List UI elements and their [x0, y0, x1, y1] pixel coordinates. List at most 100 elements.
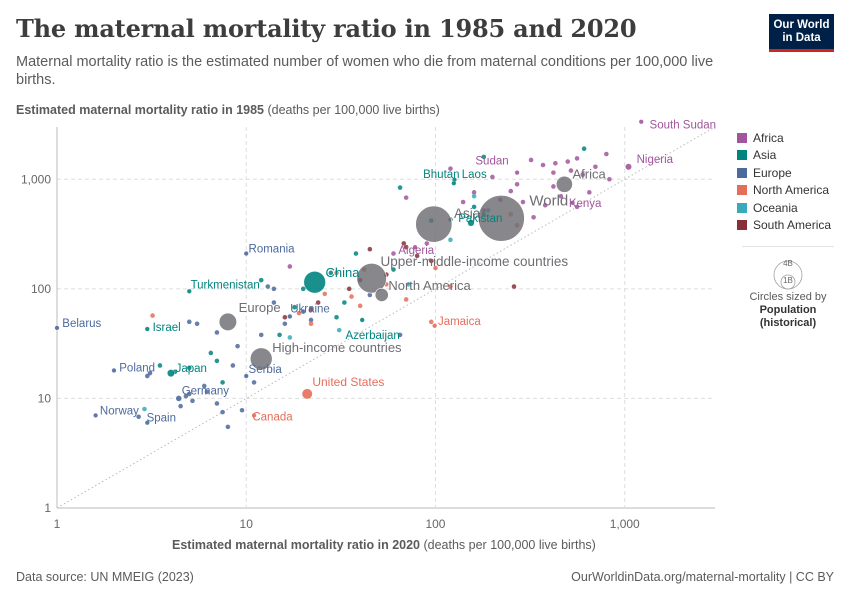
tick-labels: 1 10 100 1,000 1 10 100 1,000 — [21, 172, 640, 531]
data-point — [471, 190, 477, 195]
data-point — [258, 277, 264, 283]
label-israel: Israel — [153, 322, 181, 334]
data-point — [357, 303, 363, 309]
data-point-poland — [111, 368, 117, 373]
data-point — [424, 241, 430, 246]
data-point-africa — [555, 175, 573, 193]
owid-logo[interactable]: Our World in Data — [769, 14, 834, 52]
legend-label: Europe — [753, 165, 792, 180]
data-point-south-sudan — [638, 119, 644, 125]
data-point — [178, 403, 183, 409]
data-point — [282, 315, 288, 320]
data-point — [460, 199, 466, 205]
reference-line — [56, 126, 716, 509]
legend-swatch — [737, 132, 747, 143]
label-germany: Germany — [182, 385, 230, 397]
data-point — [448, 237, 453, 243]
chart-subtitle: Maternal mortality ratio is the estimate… — [16, 54, 714, 88]
data-point — [282, 321, 288, 327]
label-bhutan: Bhutan — [423, 169, 459, 181]
label-south-sudan: South Sudan — [650, 120, 717, 132]
x-tick-label: 10 — [240, 517, 254, 531]
data-point-high-income-countries — [249, 347, 273, 371]
data-point — [414, 253, 420, 259]
data-point-asia — [415, 205, 453, 243]
legend-label: Asia — [753, 148, 777, 163]
data-point — [287, 264, 293, 269]
legend-swatch — [737, 220, 747, 231]
label-norway: Norway — [100, 405, 139, 417]
data-point — [300, 309, 306, 314]
data-point — [328, 270, 334, 276]
x-axis-label-units: (deaths per 100,000 live births) — [420, 538, 596, 552]
legend-item-africa[interactable]: Africa — [737, 129, 837, 147]
data-point — [225, 424, 231, 430]
data-point — [214, 330, 220, 335]
label-azerbaijan: Azerbaijan — [345, 330, 399, 342]
data-point — [542, 202, 548, 208]
data-source: Data source: UN MMEIG (2023) — [16, 570, 194, 584]
label-ukraine: Ukraine — [290, 303, 330, 315]
data-point — [334, 315, 339, 320]
label-pakistan: Pakistan — [458, 213, 502, 225]
data-point — [428, 319, 434, 325]
label-turkmenistan: Turkmenistan — [191, 279, 260, 291]
data-point — [190, 398, 195, 404]
legend-item-south-america[interactable]: South America — [737, 217, 837, 235]
legend-item-north-america[interactable]: North America — [737, 182, 837, 200]
size-note-3: (historical) — [759, 317, 817, 329]
data-point-norway — [93, 412, 99, 418]
label-africa: Africa — [573, 166, 607, 181]
data-point-sudan — [514, 170, 520, 176]
data-point-north-america — [374, 287, 389, 302]
legend-swatch — [737, 185, 747, 196]
data-point-azerbaijan — [359, 317, 365, 323]
legend-item-europe[interactable]: Europe — [737, 164, 837, 182]
data-point — [367, 292, 373, 298]
label-laos: Laos — [462, 169, 487, 181]
data-point — [265, 284, 271, 289]
chart-title: The maternal mortality ratio in 1985 and… — [16, 14, 637, 43]
data-point — [551, 170, 556, 175]
data-point — [157, 363, 163, 368]
legend-swatch — [737, 150, 747, 161]
label-spain: Spain — [147, 413, 176, 425]
label-canada: Canada — [252, 411, 293, 423]
data-point-pakistan — [467, 219, 475, 227]
data-point-nigeria — [625, 163, 632, 171]
data-point — [300, 286, 306, 292]
label-high-income-countries: High-income countries — [272, 340, 402, 355]
legend-item-oceania[interactable]: Oceania — [737, 199, 837, 217]
data-point — [271, 286, 277, 292]
data-point-world — [478, 195, 525, 242]
diagonal-reference-line — [56, 126, 716, 509]
data-point-jamaica — [432, 323, 438, 329]
data-point-bhutan — [451, 180, 457, 186]
label-sudan: Sudan — [475, 156, 508, 168]
data-point — [403, 297, 409, 302]
logo-line-2: in Data — [782, 32, 821, 44]
legend-swatch — [737, 167, 747, 178]
data-point — [296, 310, 302, 316]
source-url[interactable]: OurWorldinData.org/maternal-mortality | … — [571, 570, 834, 584]
data-point — [315, 300, 321, 305]
data-point — [220, 380, 225, 385]
data-point — [204, 389, 210, 395]
data-point — [514, 181, 520, 187]
data-point — [201, 383, 207, 389]
data-point — [433, 265, 438, 271]
legend-item-asia[interactable]: Asia — [737, 147, 837, 165]
size-legend: 4B 1B Circles sized by Population (histo… — [742, 246, 834, 330]
data-point — [235, 343, 240, 349]
data-point — [214, 401, 220, 406]
data-point-china — [303, 271, 326, 294]
label-jamaica: Jamaica — [438, 316, 481, 328]
data-point — [580, 172, 586, 178]
size-legend-small: 1B — [783, 276, 793, 285]
data-point — [183, 393, 189, 399]
data-point — [403, 195, 409, 200]
data-point — [239, 407, 245, 413]
size-note-1: Circles sized by — [749, 291, 827, 303]
data-point — [401, 241, 407, 246]
